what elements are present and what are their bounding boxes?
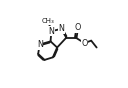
Text: O: O — [74, 23, 80, 32]
Text: N: N — [37, 40, 43, 49]
Text: N: N — [48, 27, 54, 36]
Text: CH₃: CH₃ — [42, 18, 55, 24]
Text: O: O — [81, 39, 88, 48]
Text: N: N — [58, 24, 64, 33]
